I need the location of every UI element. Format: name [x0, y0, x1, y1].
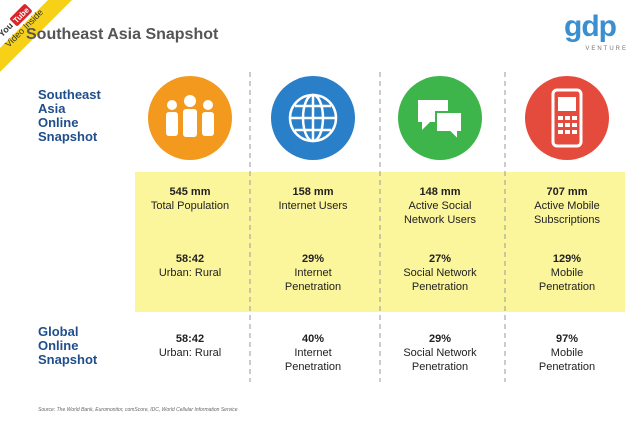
stat-label: Subscriptions	[533, 214, 601, 226]
stat-label: Penetration	[284, 281, 342, 293]
row-label-line: Southeast	[38, 87, 101, 102]
source: Source: The World Bank, Euromonitor, com…	[38, 407, 238, 413]
stat-value: 148 mm	[419, 186, 461, 198]
stat-label: Penetration	[284, 361, 342, 373]
row-label-line: Asia	[38, 101, 66, 116]
title: Southeast Asia Snapshot	[26, 26, 219, 43]
stat-cell: 97% Mobile Penetration	[507, 332, 627, 374]
row-label-line: Online	[38, 338, 79, 353]
stat-label: Mobile	[550, 267, 584, 279]
stat-label: Internet	[294, 267, 332, 279]
row-label-line: Snapshot	[38, 129, 98, 144]
stat-cell: 129% Mobile Penetration	[507, 252, 627, 294]
row-label-line: Online	[38, 115, 79, 130]
dividers	[249, 72, 506, 382]
stat-value: 29%	[428, 333, 452, 345]
stat-label: Network Users	[403, 214, 477, 226]
stat-label: Internet Users	[278, 200, 348, 212]
row-label: Southeast Asia Online Snapshot	[38, 88, 101, 144]
stat-cell: 58:42 Urban: Rural	[130, 332, 250, 360]
stat-cell: 148 mm Active Social Network Users	[380, 185, 500, 227]
stat-value: 545 mm	[169, 186, 211, 198]
stat-label: Active Mobile	[534, 200, 600, 212]
stat-label: Social Network	[403, 267, 477, 279]
stat-label: Penetration	[411, 281, 469, 293]
row-label-line: Global	[38, 324, 79, 339]
internet-icon	[271, 76, 355, 160]
stat-cell: 158 mm Internet Users	[253, 185, 373, 213]
social-icon	[398, 76, 482, 160]
stat-label: Active Social	[408, 200, 472, 212]
stat-value: 97%	[555, 333, 579, 345]
stat-label: Internet	[294, 347, 332, 359]
stat-value: 158 mm	[292, 186, 334, 198]
stat-value: 129%	[552, 253, 582, 265]
stat-label: Urban: Rural	[158, 347, 222, 359]
stat-value: 40%	[301, 333, 325, 345]
stat-label: Urban: Rural	[158, 267, 222, 279]
stat-label: Total Population	[150, 200, 230, 212]
stat-value: 707 mm	[546, 186, 588, 198]
stat-cell: 545 mm Total Population	[130, 185, 250, 213]
stat-value: 58:42	[175, 333, 205, 345]
stat-cell: 29% Social Network Penetration	[380, 332, 500, 374]
stat-label: Penetration	[411, 361, 469, 373]
logo-sub: VENTURE	[585, 46, 628, 52]
stat-value: 27%	[428, 253, 452, 265]
stat-label: Mobile	[550, 347, 584, 359]
stat-cell: 27% Social Network Penetration	[380, 252, 500, 294]
population-icon	[148, 76, 232, 160]
row-label: Global Online Snapshot	[38, 325, 97, 367]
row-label-line: Snapshot	[38, 352, 98, 367]
stat-value: 29%	[301, 253, 325, 265]
mobile-icon	[525, 76, 609, 160]
stat-label: Social Network	[403, 347, 477, 359]
stat-value: 58:42	[175, 253, 205, 265]
stat-cell: 58:42 Urban: Rural	[130, 252, 250, 280]
stat-cell: 707 mm Active Mobile Subscriptions	[507, 185, 627, 227]
stat-cell: 40% Internet Penetration	[253, 332, 373, 374]
logo: gdp	[564, 10, 617, 43]
stat-label: Penetration	[538, 281, 596, 293]
stat-cell: 29% Internet Penetration	[253, 252, 373, 294]
stat-label: Penetration	[538, 361, 596, 373]
